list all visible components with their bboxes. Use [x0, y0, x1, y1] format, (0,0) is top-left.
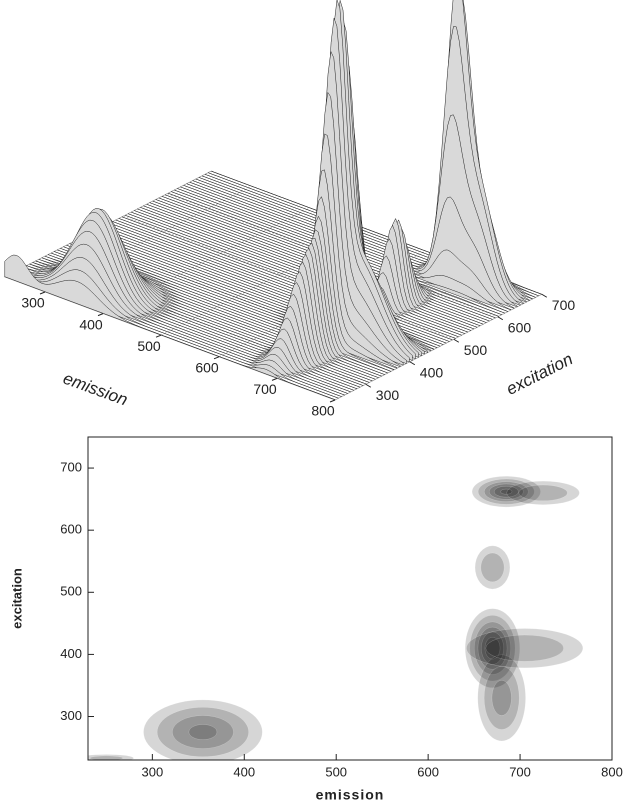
contour-level — [156, 707, 249, 758]
contour-level — [474, 545, 511, 590]
contour-level — [480, 552, 505, 583]
contour-level — [506, 480, 580, 505]
x-axis-label: emission — [61, 369, 131, 410]
contour-level — [483, 481, 529, 502]
floor-grid-line — [334, 293, 542, 401]
contour-level — [493, 485, 519, 498]
contour-level — [484, 637, 501, 660]
x-tick-label: 600 — [195, 360, 219, 376]
x-tick-label: 500 — [137, 338, 161, 354]
contour-level — [488, 483, 524, 500]
surface-mesh — [4, 254, 336, 401]
y-tick-label: 300 — [60, 708, 82, 723]
floor-grid-line — [44, 185, 252, 293]
contour-level — [466, 628, 584, 669]
contour-level — [477, 626, 508, 670]
floor-grid-line — [123, 215, 454, 340]
contour-level — [500, 488, 513, 495]
contour-level — [471, 475, 541, 508]
contour-level — [485, 634, 564, 662]
y-tick — [541, 293, 548, 298]
surface-mesh — [124, 214, 456, 339]
x-tick-label: 400 — [79, 316, 103, 332]
y-axis-label: excitation — [9, 568, 24, 629]
contour-level — [88, 754, 134, 760]
contour-level — [469, 615, 516, 682]
x-tick — [39, 291, 46, 295]
y-tick-label: 500 — [60, 584, 82, 599]
x-tick-label: 700 — [253, 381, 277, 397]
contour-level — [89, 755, 124, 760]
contour-level — [172, 715, 234, 749]
x-tick-label: 600 — [417, 764, 439, 779]
y-tick — [497, 316, 504, 321]
contour-level — [483, 665, 520, 730]
contour-level — [481, 631, 504, 665]
surface-mesh — [121, 216, 453, 341]
contour-level — [477, 654, 526, 742]
contour-level — [188, 724, 218, 740]
contour-level — [491, 680, 512, 716]
x-tick-label: 400 — [233, 764, 255, 779]
x-tick — [155, 334, 162, 338]
x-axis-label: emission — [316, 787, 385, 803]
x-tick — [97, 313, 104, 317]
x-tick-label: 500 — [325, 764, 347, 779]
contour-level — [477, 478, 535, 505]
contour-level — [518, 484, 568, 502]
x-tick — [329, 399, 336, 403]
y-tick-label: 400 — [420, 364, 444, 380]
contour-level — [464, 608, 521, 688]
contour-level — [474, 621, 511, 675]
y-tick-label: 400 — [60, 646, 82, 661]
y-tick — [365, 383, 372, 388]
x-tick-label: 300 — [141, 764, 163, 779]
y-tick-label: 600 — [60, 522, 82, 537]
x-tick-label: 300 — [21, 295, 45, 311]
y-tick-label: 700 — [60, 459, 82, 474]
x-tick-label: 700 — [509, 764, 531, 779]
floor-grid-line — [102, 207, 310, 314]
y-tick-label: 300 — [376, 387, 400, 403]
y-tick-label: 600 — [508, 319, 532, 335]
contour-level — [143, 699, 263, 760]
y-tick — [409, 361, 416, 366]
x-tick — [213, 356, 220, 360]
contour-plot — [88, 475, 584, 760]
y-axis-label: excitation — [503, 349, 576, 399]
plot-frame — [87, 436, 613, 761]
y-tick — [453, 338, 460, 343]
x-tick-label: 800 — [311, 403, 335, 419]
y-tick-label: 700 — [552, 297, 576, 313]
y-tick-label: 500 — [464, 342, 488, 358]
surface-mesh — [127, 213, 459, 338]
x-tick-label: 800 — [601, 764, 623, 779]
x-tick — [271, 377, 278, 381]
